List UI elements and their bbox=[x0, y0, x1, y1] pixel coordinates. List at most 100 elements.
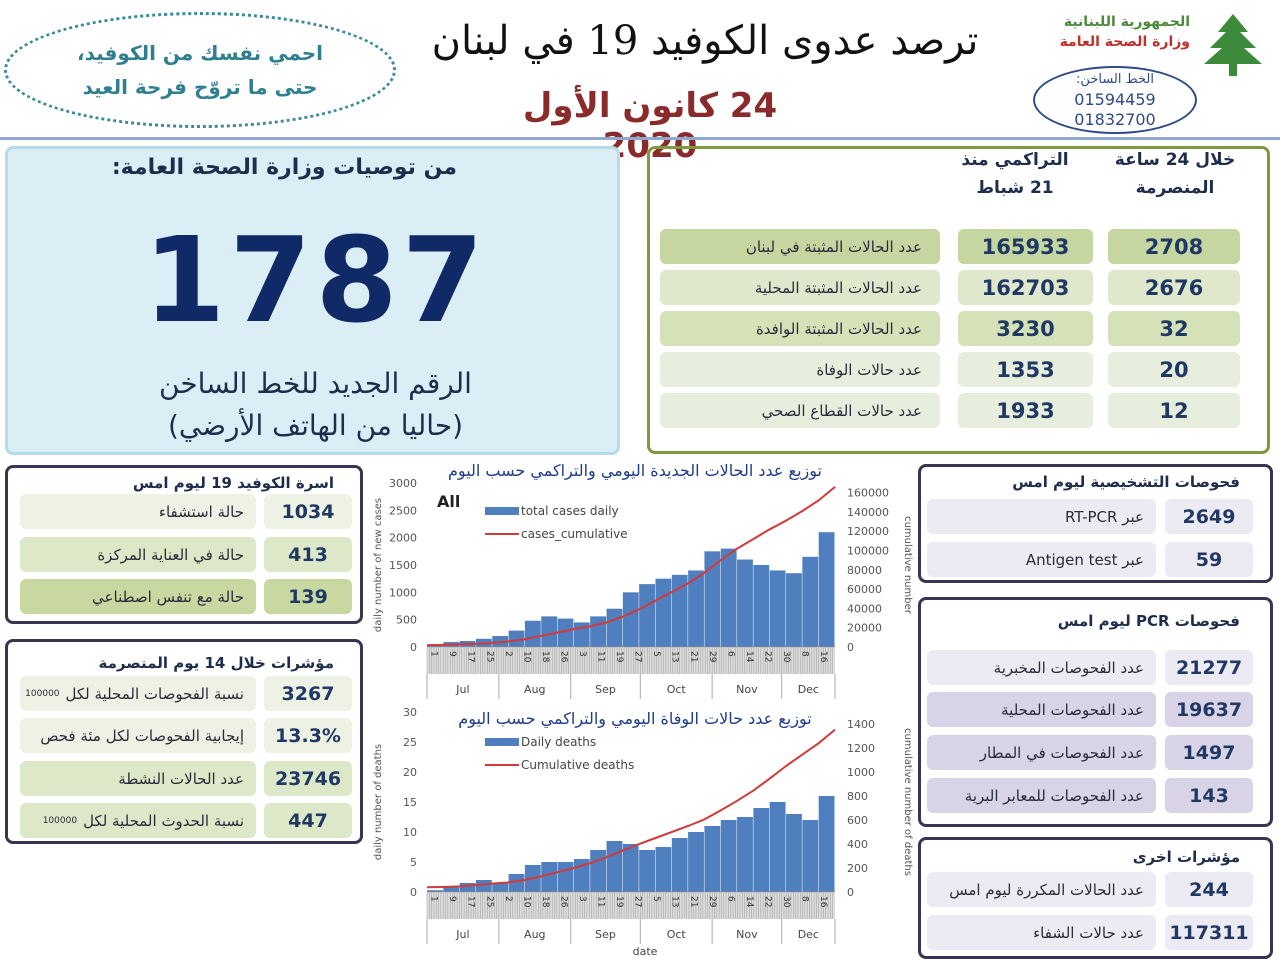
other-row-value: 244 bbox=[1165, 872, 1253, 907]
diagnostic-row-label-text: عبر Antigen test bbox=[1025, 550, 1144, 569]
daily-bar bbox=[753, 808, 770, 892]
ministry-line-1: الجمهورية اللبنانية bbox=[1063, 14, 1190, 30]
legend-line-label: Cumulative deaths bbox=[521, 758, 634, 772]
summary-row-24h: 12 bbox=[1108, 393, 1240, 428]
y-tick-label: 2500 bbox=[389, 504, 417, 517]
y2-tick-label: 20000 bbox=[847, 622, 882, 635]
y2-tick-label: 100000 bbox=[847, 545, 889, 558]
daily-bar bbox=[492, 883, 509, 892]
month-label: Sep bbox=[595, 928, 616, 941]
y2-tick-label: 0 bbox=[847, 641, 854, 654]
x-day-label: 13 bbox=[670, 896, 680, 907]
y2-tick-label: 600 bbox=[847, 814, 868, 827]
indicator-row-label: نسبة الحدوث المحلية لكل 100000 bbox=[20, 803, 256, 838]
page-title: ترصد عدوى الكوفيد 19 في لبنان bbox=[431, 18, 979, 64]
daily-bar bbox=[639, 584, 655, 647]
daily-bar bbox=[786, 573, 802, 647]
daily-bar bbox=[443, 887, 460, 892]
other-row-value: 117311 bbox=[1165, 915, 1253, 950]
daily-bar bbox=[508, 874, 525, 892]
x-day-label: 26 bbox=[558, 651, 568, 663]
month-label: Oct bbox=[667, 683, 687, 696]
summary-row-cumulative: 1353 bbox=[958, 352, 1093, 387]
y2-tick-label: 80000 bbox=[847, 564, 882, 577]
daily-bar bbox=[818, 532, 835, 647]
y-tick-label: 10 bbox=[403, 826, 417, 839]
y-tick-label: 15 bbox=[403, 796, 417, 809]
daily-bar bbox=[688, 832, 704, 892]
summary-row-cumulative: 3230 bbox=[958, 311, 1093, 346]
pcr-row-label-text: عدد الفحوصات المخبرية bbox=[993, 658, 1144, 677]
x-day-label: 11 bbox=[596, 651, 606, 662]
x-day-label: 18 bbox=[540, 651, 550, 663]
daily-bar bbox=[704, 551, 721, 647]
month-label: Oct bbox=[667, 928, 687, 941]
x-day-label: 16 bbox=[818, 896, 828, 908]
daily-bar bbox=[590, 616, 607, 647]
daily-bar bbox=[671, 574, 688, 647]
indicator-row-value: 13.3% bbox=[264, 718, 352, 753]
daily-bar bbox=[720, 548, 737, 647]
pcr-row-label-text: عدد الفحوصات المحلية bbox=[1001, 700, 1144, 719]
x-day-label: 5 bbox=[651, 651, 661, 657]
month-label: Aug bbox=[524, 683, 545, 696]
y2-tick-label: 40000 bbox=[847, 602, 882, 615]
x-day-label: 8 bbox=[800, 896, 810, 902]
summary-row-cumulative: 165933 bbox=[958, 229, 1093, 264]
x-day-label: 26 bbox=[558, 896, 568, 908]
month-label: Aug bbox=[524, 928, 545, 941]
cedar-logo-icon bbox=[1204, 14, 1262, 76]
daily-bar bbox=[655, 578, 672, 647]
advice-panel: من توصيات وزارة الصحة العامة: 1787 الرقم… bbox=[5, 146, 620, 455]
chart-annotation: All bbox=[437, 492, 460, 511]
legend-bar-swatch bbox=[485, 507, 519, 515]
daily-bar bbox=[541, 616, 558, 647]
x-day-label: 3 bbox=[577, 896, 587, 902]
x-day-label: 17 bbox=[466, 896, 476, 907]
daily-bar bbox=[475, 880, 492, 892]
pcr-row-label: عدد الفحوصات المخبرية bbox=[927, 650, 1156, 685]
x-day-label: 29 bbox=[707, 896, 717, 908]
summary-row-24h: 2676 bbox=[1108, 270, 1240, 305]
x-day-label: 6 bbox=[725, 896, 735, 902]
beds-row-value: 413 bbox=[264, 537, 352, 572]
daily-bar bbox=[541, 862, 558, 892]
ministry-line-2: وزارة الصحة العامة bbox=[1059, 34, 1190, 50]
x-day-label: 2 bbox=[503, 896, 513, 902]
daily-bar bbox=[737, 559, 753, 647]
y-tick-label: 5 bbox=[410, 856, 417, 869]
x-day-label: 14 bbox=[744, 896, 754, 908]
y-axis-label: daily number of new cases bbox=[373, 498, 384, 632]
x-day-label: 22 bbox=[762, 651, 772, 662]
x-day-label: 10 bbox=[521, 651, 531, 663]
y-tick-label: 30 bbox=[403, 706, 417, 719]
indicator-row-value: 3267 bbox=[264, 676, 352, 711]
x-day-label: 1 bbox=[429, 651, 439, 657]
x-day-label: 25 bbox=[484, 896, 494, 907]
hotline-big-number: 1787 bbox=[143, 211, 488, 349]
summary-row-label: عدد الحالات المثبتة الوافدة bbox=[660, 311, 940, 346]
y2-tick-label: 0 bbox=[847, 886, 854, 899]
column-header-24h: خلال 24 ساعة المنصرمة bbox=[1114, 150, 1236, 198]
daily-bar bbox=[459, 883, 476, 892]
month-label: Nov bbox=[736, 928, 758, 941]
pcr-row-label: عدد الفحوصات للمعابر البرية bbox=[927, 778, 1156, 813]
x-day-label: 13 bbox=[670, 651, 680, 662]
month-label: Dec bbox=[798, 683, 819, 696]
pcr-row-label-text: عدد الفحوصات للمعابر البرية bbox=[964, 786, 1144, 805]
indicator-row-label-text: نسبة الحدوث المحلية لكل bbox=[83, 811, 244, 830]
daily-bar bbox=[639, 850, 655, 892]
legend-bar-label: total cases daily bbox=[521, 504, 619, 518]
daily-bar bbox=[786, 814, 802, 892]
other-row-label-text: عدد حالات الشفاء bbox=[1033, 923, 1144, 942]
beds-row-label: حالة في العناية المركزة bbox=[20, 537, 256, 572]
x-day-label: 11 bbox=[596, 896, 606, 907]
beds-row-label-text: حالة استشفاء bbox=[158, 502, 244, 521]
pcr-row-value: 21277 bbox=[1165, 650, 1253, 685]
month-label: Nov bbox=[736, 683, 758, 696]
summary-row-24h: 20 bbox=[1108, 352, 1240, 387]
y-axis-label: daily number of deaths bbox=[373, 744, 384, 860]
pcr-row-value: 19637 bbox=[1165, 692, 1253, 727]
daily-bar bbox=[508, 630, 525, 647]
